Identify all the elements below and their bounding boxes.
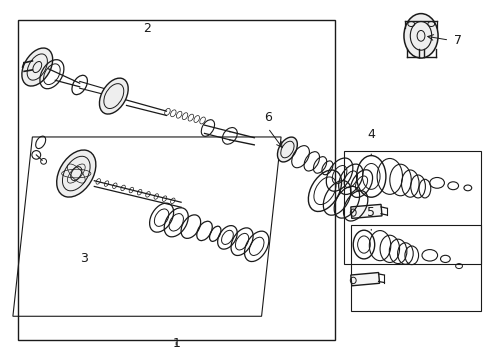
Text: 7: 7 [453, 33, 461, 47]
Polygon shape [350, 273, 379, 286]
Text: 6: 6 [264, 111, 271, 125]
Bar [350, 225, 480, 311]
Text: 3: 3 [80, 252, 87, 265]
Text: 4: 4 [366, 127, 374, 140]
Ellipse shape [57, 150, 96, 197]
Text: 1: 1 [172, 337, 180, 350]
Ellipse shape [403, 14, 437, 58]
Ellipse shape [277, 137, 297, 162]
Ellipse shape [22, 48, 53, 86]
Ellipse shape [99, 78, 128, 114]
Bar [18, 21, 334, 339]
Bar [344, 151, 480, 264]
Text: 2: 2 [143, 22, 151, 35]
Text: 5: 5 [366, 206, 374, 220]
Polygon shape [350, 204, 381, 219]
